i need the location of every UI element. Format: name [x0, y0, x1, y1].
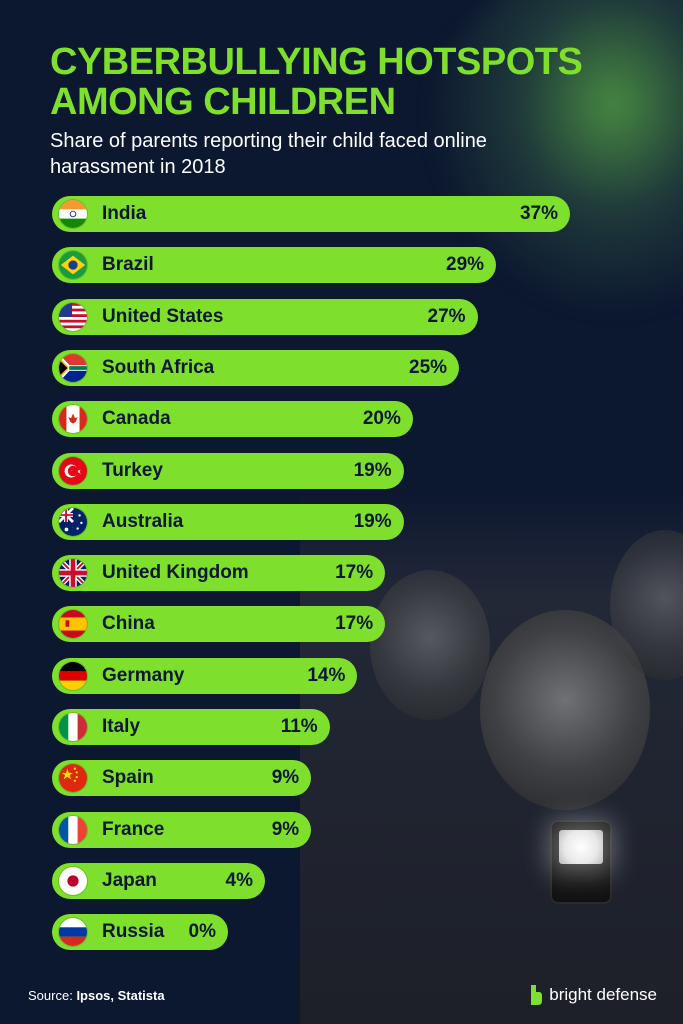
child-head [370, 570, 490, 720]
china-flag-icon [58, 763, 88, 794]
russia-flag-icon [58, 917, 88, 948]
australia-flag-icon [58, 506, 88, 537]
source-value: Ipsos, Statista [76, 988, 165, 1003]
phone-icon [550, 820, 612, 904]
brand-name: bright defense [549, 985, 657, 1004]
value-label: 25% [409, 356, 448, 378]
bar-germany: Germany 14% [52, 657, 358, 694]
value-label: 17% [335, 613, 374, 635]
germany-flag-icon [58, 660, 88, 691]
chart-subtitle: Share of parents reporting their child f… [50, 130, 487, 178]
uk-flag-icon [58, 558, 88, 589]
india-flag-icon [58, 199, 88, 229]
bar-russia: Russia 0% [52, 914, 228, 951]
bright-defense-logo-icon [531, 985, 543, 1005]
bar-spain: Spain 9% [52, 760, 312, 797]
bar-brazil: Brazil 29% [52, 247, 497, 284]
bar-south-africa: South Africa 25% [52, 349, 460, 386]
chart-title: CYBERBULLYING HOTSPOTS AMONG CHILDREN [50, 41, 583, 123]
source-note: Source: Ipsos, Statista [28, 988, 165, 1003]
category-label: France [102, 818, 165, 840]
child-head [480, 610, 650, 810]
bar-japan: Japan 4% [52, 862, 265, 899]
value-label: 9% [271, 818, 300, 840]
france-flag-icon [58, 814, 88, 845]
category-label: Italy [102, 716, 141, 737]
japan-flag-icon [58, 865, 88, 896]
category-label: Australia [102, 510, 184, 532]
category-label: Germany [102, 664, 185, 686]
value-label: 20% [362, 408, 401, 430]
bar-france: France 9% [52, 811, 312, 848]
value-label: 14% [307, 664, 346, 686]
bar-china: China 17% [52, 606, 386, 643]
value-label: 19% [353, 510, 392, 532]
value-label: 9% [271, 767, 300, 789]
category-label: Russia [102, 921, 165, 943]
us-flag-icon [58, 301, 88, 332]
italy-flag-icon [58, 712, 88, 742]
turkey-flag-icon [58, 455, 88, 486]
value-label: 11% [280, 716, 318, 737]
brand-logo: bright defense [529, 984, 657, 1006]
category-label: Japan [102, 869, 157, 891]
spain-flag-icon [58, 609, 88, 640]
bar-united-kingdom: United Kingdom 17% [52, 555, 386, 592]
bar-turkey: Turkey 19% [52, 452, 404, 489]
south-africa-flag-icon [58, 352, 88, 383]
value-label: 37% [519, 203, 558, 224]
category-label: China [102, 613, 155, 635]
category-label: Turkey [102, 459, 163, 481]
category-label: Spain [102, 767, 154, 789]
bar-india: India 37% [52, 196, 570, 232]
category-label: Brazil [102, 254, 154, 276]
bar-italy: Italy 11% [52, 709, 330, 745]
bar-australia: Australia 19% [52, 503, 404, 540]
bar-canada: Canada 20% [52, 401, 413, 438]
category-label: United Kingdom [102, 562, 249, 584]
value-label: 4% [225, 869, 253, 891]
canada-flag-icon [58, 404, 88, 435]
bar-united-states: United States 27% [52, 298, 478, 335]
value-label: 27% [427, 305, 466, 327]
value-label: 19% [353, 459, 392, 481]
category-label: South Africa [102, 356, 215, 378]
source-label: Source: [28, 988, 73, 1003]
value-label: 17% [335, 562, 374, 584]
value-label: 29% [446, 254, 485, 276]
category-label: United States [102, 305, 224, 327]
brazil-flag-icon [58, 250, 88, 281]
value-label: 0% [188, 921, 216, 943]
category-label: Canada [102, 408, 171, 430]
category-label: India [102, 203, 147, 224]
